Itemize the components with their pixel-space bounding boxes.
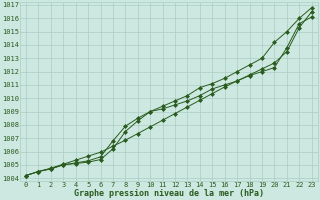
X-axis label: Graphe pression niveau de la mer (hPa): Graphe pression niveau de la mer (hPa) xyxy=(74,189,264,198)
